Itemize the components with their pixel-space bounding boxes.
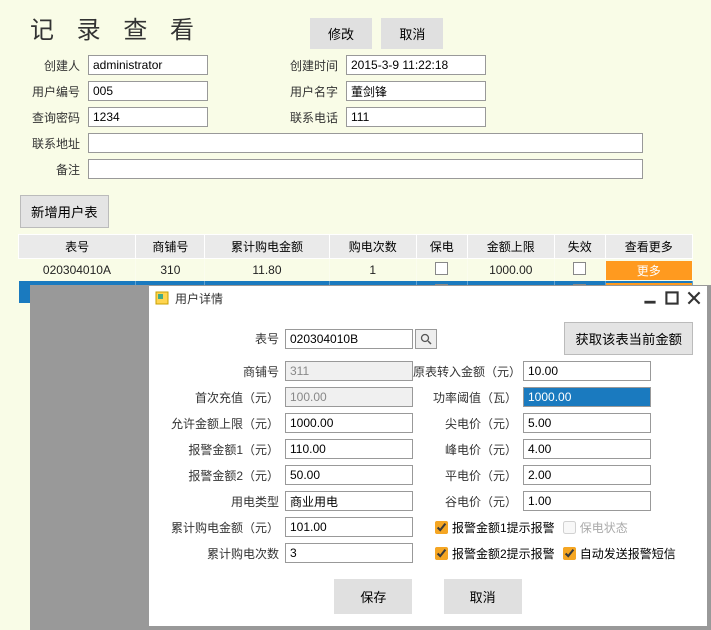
- limit-label: 允许金额上限（元）: [163, 415, 279, 432]
- top-button-bar: 修改 取消: [310, 18, 449, 49]
- createtime-label: 创建时间: [278, 57, 338, 74]
- add-user-table-button[interactable]: 新增用户表: [20, 195, 109, 228]
- power-input[interactable]: [523, 387, 651, 407]
- table-header: 金额上限: [467, 235, 554, 259]
- table-cell: 更多: [605, 259, 692, 282]
- totalamt-label: 累计购电金额（元）: [163, 519, 279, 536]
- fetch-current-button[interactable]: 获取该表当前金额: [564, 322, 693, 355]
- detail-body: 表号 获取该表当前金额 商铺号 原表转入金额（元） 首次充值（元） 功率阈值（瓦…: [149, 310, 707, 624]
- alarm2-checkbox[interactable]: 报警金额2提示报警: [435, 545, 555, 562]
- username-label: 用户名字: [278, 83, 338, 100]
- table-cell: 1000.00: [467, 259, 554, 282]
- pwd-input[interactable]: [88, 107, 208, 127]
- power-label: 功率阈值（瓦）: [413, 389, 517, 406]
- tip-input[interactable]: [523, 413, 651, 433]
- phone-label: 联系电话: [278, 109, 338, 126]
- valley-label: 谷电价（元）: [413, 493, 517, 510]
- limit-input[interactable]: [285, 413, 413, 433]
- detail-title: 用户详情: [175, 290, 223, 307]
- userno-label: 用户编号: [20, 83, 80, 100]
- peak-label: 峰电价（元）: [413, 441, 517, 458]
- meter-input[interactable]: [285, 329, 413, 349]
- table-header: 保电: [416, 235, 467, 259]
- cancel-button[interactable]: 取消: [381, 18, 443, 49]
- form-area: 创建人 创建时间 用户编号 用户名字 查询密码 联系电话 联系地址 备注: [0, 45, 711, 191]
- search-button[interactable]: [415, 329, 437, 349]
- minimize-icon[interactable]: [643, 291, 657, 305]
- table-header: 表号: [19, 235, 136, 259]
- table-header: 失效: [554, 235, 605, 259]
- creator-input[interactable]: [88, 55, 208, 75]
- remark-label: 备注: [20, 161, 80, 178]
- table-header: 查看更多: [605, 235, 692, 259]
- flat-input[interactable]: [523, 465, 651, 485]
- edit-button[interactable]: 修改: [310, 18, 372, 49]
- userno-input[interactable]: [88, 81, 208, 101]
- table-cell: [554, 259, 605, 282]
- pwd-label: 查询密码: [20, 109, 80, 126]
- orig-input[interactable]: [523, 361, 651, 381]
- checkbox-icon[interactable]: [573, 262, 586, 275]
- detail-title-icon: [155, 291, 169, 305]
- createtime-input[interactable]: [346, 55, 486, 75]
- more-button[interactable]: 更多: [606, 261, 692, 280]
- addr-label: 联系地址: [20, 135, 80, 152]
- type-input[interactable]: [285, 491, 413, 511]
- close-icon[interactable]: [687, 291, 701, 305]
- alarm2-label: 报警金额2（元）: [163, 467, 279, 484]
- alarm1-label: 报警金额1（元）: [163, 441, 279, 458]
- table-cell: 1: [329, 259, 416, 282]
- shop-label: 商铺号: [163, 363, 279, 380]
- table-header: 累计购电金额: [205, 235, 329, 259]
- totalamt-input[interactable]: [285, 517, 413, 537]
- table-cell: 020304010A: [19, 259, 136, 282]
- first-input: [285, 387, 413, 407]
- type-label: 用电类型: [163, 493, 279, 510]
- valley-input[interactable]: [523, 491, 651, 511]
- first-label: 首次充值（元）: [163, 389, 279, 406]
- alarm1-input[interactable]: [285, 439, 413, 459]
- table-header: 商铺号: [136, 235, 205, 259]
- peak-input[interactable]: [523, 439, 651, 459]
- detail-bottom-buttons: 保存 取消: [163, 569, 693, 624]
- table-row[interactable]: 020304010A31011.801 1000.00 更多: [19, 259, 693, 282]
- totalcnt-label: 累计购电次数: [163, 545, 279, 562]
- remark-input[interactable]: [88, 159, 643, 179]
- alarm1-checkbox[interactable]: 报警金额1提示报警: [435, 519, 555, 536]
- meter-label: 表号: [163, 330, 279, 347]
- alarm2-input[interactable]: [285, 465, 413, 485]
- protect-checkbox: 保电状态: [563, 519, 628, 536]
- phone-input[interactable]: [346, 107, 486, 127]
- detail-panel: 用户详情 表号 获取该表当前金额 商铺号 原表转入金额（元） 首次充值（元） 功…: [148, 285, 708, 627]
- maximize-icon[interactable]: [665, 291, 679, 305]
- creator-label: 创建人: [20, 57, 80, 74]
- save-button[interactable]: 保存: [334, 579, 412, 614]
- detail-cancel-button[interactable]: 取消: [444, 579, 522, 614]
- table-header: 购电次数: [329, 235, 416, 259]
- tip-label: 尖电价（元）: [413, 415, 517, 432]
- checkbox-icon[interactable]: [435, 262, 448, 275]
- flat-label: 平电价（元）: [413, 467, 517, 484]
- username-input[interactable]: [346, 81, 486, 101]
- table-cell: [416, 259, 467, 282]
- detail-titlebar: 用户详情: [149, 286, 707, 310]
- table-cell: 310: [136, 259, 205, 282]
- table-cell: 11.80: [205, 259, 329, 282]
- sms-checkbox[interactable]: 自动发送报警短信: [563, 545, 676, 562]
- shop-input: [285, 361, 413, 381]
- totalcnt-input[interactable]: [285, 543, 413, 563]
- orig-label: 原表转入金额（元）: [413, 363, 517, 380]
- addr-input[interactable]: [88, 133, 643, 153]
